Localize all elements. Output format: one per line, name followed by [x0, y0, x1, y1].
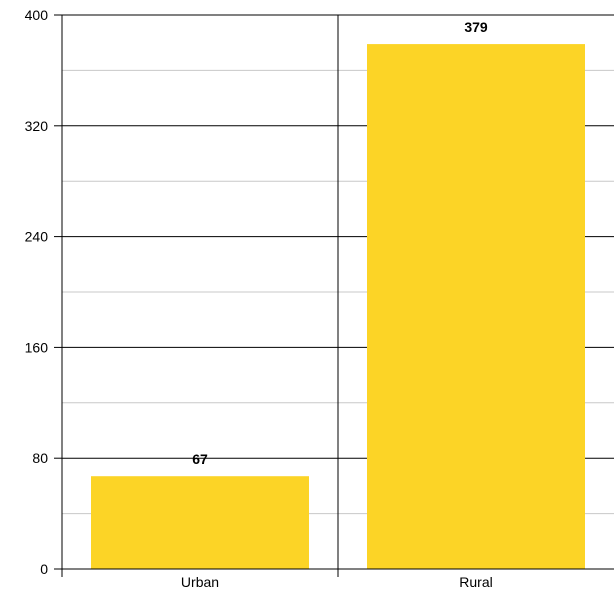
y-tick-label: 320: [25, 118, 49, 134]
y-tick-label: 160: [25, 339, 49, 355]
x-tick-label: Urban: [181, 574, 219, 590]
y-tick-label: 0: [40, 561, 48, 577]
bar-rural: [367, 44, 585, 569]
axes: [54, 14, 614, 577]
data-label: 67: [192, 451, 208, 467]
y-tick-label: 80: [32, 450, 48, 466]
y-tick-label: 400: [25, 7, 49, 23]
bar-urban: [91, 476, 309, 569]
x-tick-label: Rural: [459, 574, 492, 590]
x-tick-labels: Urban Rural: [181, 574, 493, 590]
data-label: 379: [464, 19, 488, 35]
bars: [91, 44, 585, 569]
y-tick-label: 240: [25, 229, 49, 245]
y-tick-labels: 0 80 160 240 320 400: [25, 7, 49, 577]
data-labels: 67 379: [192, 19, 488, 467]
